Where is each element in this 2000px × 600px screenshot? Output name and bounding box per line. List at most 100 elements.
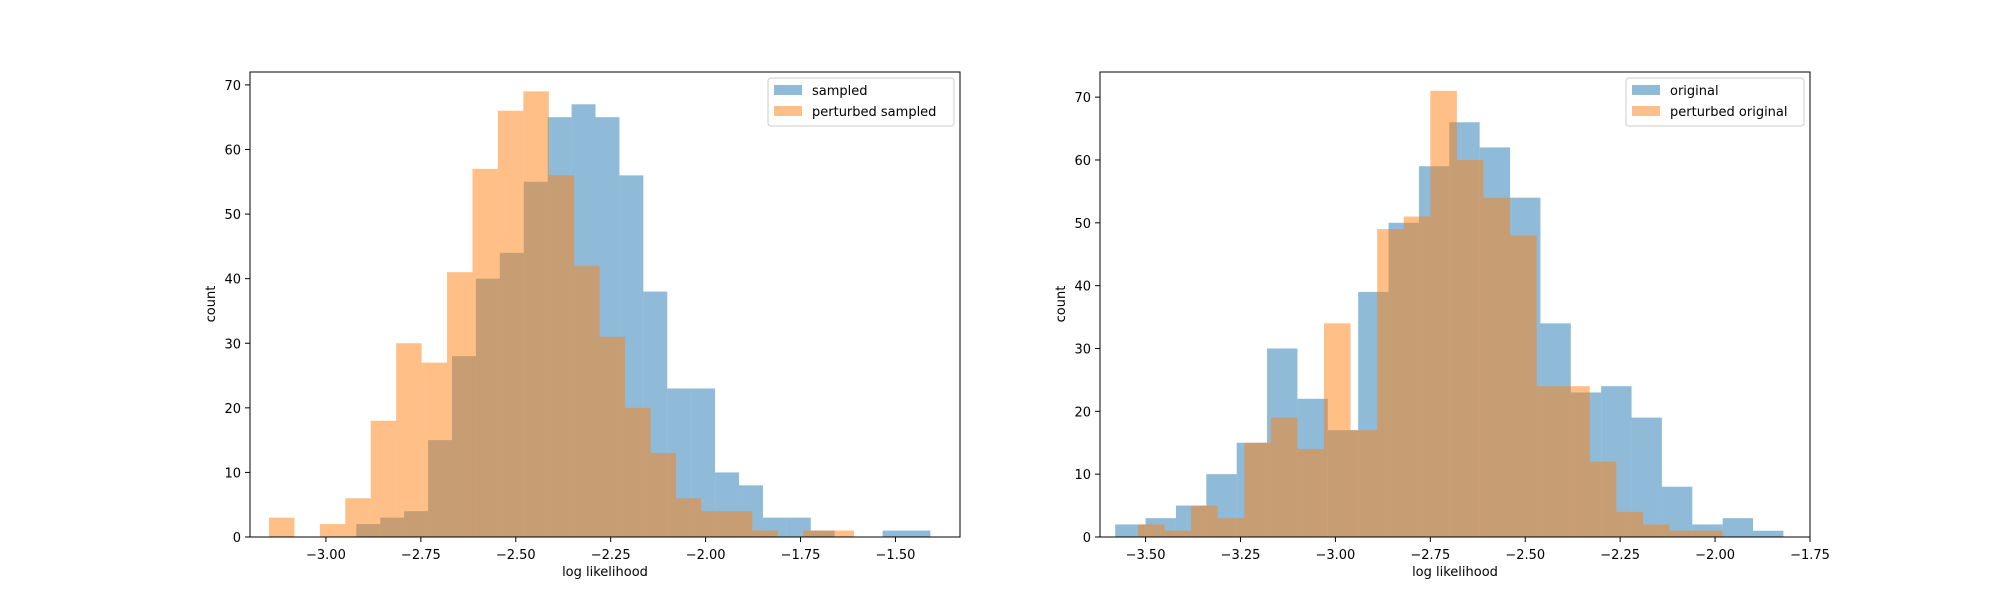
right-bar-series1-bin13 [1483,197,1511,537]
right-x-axis-title: log likelihood [1412,565,1498,580]
right-y-tick-label-6: 60 [1074,154,1091,169]
left-legend-swatch-perturbed-sampled [774,106,802,116]
right-bar-series1-bin9 [1377,229,1404,537]
right-bar-series0-bin0 [1115,524,1146,537]
left-legend-box [767,77,955,127]
right-bar-series1-bin3 [1217,518,1245,537]
right-bar-series1-bin14 [1510,235,1537,537]
left-bar-series1-bin8 [472,168,498,538]
left-x-tick-label-1: −2.75 [401,548,441,563]
left-bar-series1-bin6 [421,362,448,538]
left-axes-frame [249,71,961,538]
right-x-tick-label-0: −3.50 [1126,548,1166,563]
left-x-tick-label-2: −2.50 [496,548,536,563]
right-bar-series1-bin17 [1589,461,1617,537]
left-bar-series1-bin3 [345,498,371,537]
left-bar-series1-bin10 [523,91,549,538]
right-x-tick-label-1: −3.25 [1221,548,1261,563]
right-bar-series1-bin5 [1270,417,1298,537]
left-bar-series1-bin17 [701,511,727,537]
right-x-tick-label-4: −2.50 [1505,548,1545,563]
left-y-tick-label-5: 50 [224,208,241,223]
right-legend-box [1625,77,1805,127]
right-axes-frame [1099,71,1811,538]
left-bars [268,91,931,538]
right-y-ticks: 0 10 20 30 40 50 60 70 [1074,91,1100,546]
left-bar-series1-bin16 [676,498,702,537]
left-bar-series1-bin19 [752,530,778,537]
left-y-tick-label-0: 0 [233,531,241,546]
left-y-tick-label-1: 10 [224,466,241,481]
right-x-ticks: −3.50 −3.25 −3.00 −2.75 −2.50 −2.25 −2.00 −1.75 [1126,537,1830,563]
left-bar-series1-bin12 [574,265,600,537]
left-y-ticks: 0 10 20 30 40 50 60 70 [224,79,250,546]
left-bar-series1-bin9 [497,110,524,537]
right-legend-label-perturbed-original: perturbed original [1670,105,1788,120]
right-bar-series1-bin2 [1191,505,1218,537]
right-legend: original perturbed original [1625,77,1805,127]
left-y-tick-label-6: 60 [224,144,241,159]
left-bar-series1-bin5 [396,343,422,537]
right-y-tick-label-1: 10 [1074,468,1091,483]
right-y-tick-label-3: 30 [1074,342,1091,357]
left-y-tick-label-7: 70 [224,79,241,94]
right-y-tick-label-0: 0 [1083,531,1091,546]
left-x-tick-label-6: −1.50 [876,548,916,563]
left-bar-series1-bin2 [319,524,346,537]
right-bar-series1-bin6 [1297,449,1325,537]
left-bar-series1-bin7 [447,272,473,537]
left-bar-series1-bin15 [650,453,676,537]
right-bar-series1-bin16 [1563,386,1590,537]
left-y-tick-label-4: 40 [224,273,241,288]
right-legend-swatch-perturbed-original [1632,106,1660,116]
left-y-tick-label-2: 20 [224,402,241,417]
right-bar-series1-bin15 [1536,386,1564,537]
right-x-tick-label-7: −1.75 [1790,548,1830,563]
right-bar-series1-bin20 [1669,530,1697,537]
right-y-tick-label-5: 50 [1074,217,1091,232]
right-y-tick-label-2: 20 [1074,405,1091,420]
right-legend-swatch-original [1632,85,1660,95]
left-x-tick-label-0: −3.00 [306,548,346,563]
left-y-tick-label-3: 30 [224,337,241,352]
right-x-tick-label-2: −3.00 [1315,548,1355,563]
left-x-tick-label-4: −2.00 [686,548,726,563]
right-x-tick-label-5: −2.25 [1600,548,1640,563]
left-legend-label-sampled: sampled [812,84,868,99]
left-legend-label-perturbed-sampled: perturbed sampled [812,105,936,120]
left-bar-series0-bin23 [906,530,931,537]
left-x-tick-label-5: −1.75 [781,548,821,563]
left-bar-series1-bin11 [548,175,575,537]
left-bar-series1-bin21 [803,530,829,537]
left-bar-series1-bin18 [726,511,753,537]
right-bar-series1-bin11 [1430,90,1457,537]
right-legend-label-original: original [1670,84,1719,99]
left-x-axis-title: log likelihood [562,565,648,580]
left-histogram-panel: −3.00 −2.75 −2.50 −2.25 −2.00 −1.75 −1.50 0 10 2… [204,71,961,580]
right-bar-series1-bin10 [1403,216,1431,537]
right-histogram-panel: −3.50 −3.25 −3.00 −2.75 −2.50 −2.25 −2.00 −1.75… [1054,71,1830,580]
right-x-tick-label-3: −2.75 [1410,548,1450,563]
right-bar-series1-bin4 [1244,442,1271,537]
left-y-axis-title: count [204,286,219,323]
right-bar-series1-bin19 [1642,524,1670,537]
left-legend-swatch-sampled [774,85,802,95]
right-bars [1115,90,1784,538]
right-bar-series1-bin0 [1137,524,1165,537]
left-x-tick-label-3: −2.25 [591,548,631,563]
right-bar-series1-bin7 [1324,323,1351,537]
left-bar-series1-bin0 [268,517,295,538]
left-bar-series1-bin22 [828,530,855,537]
right-bar-series1-bin18 [1616,511,1643,537]
right-x-tick-label-6: −2.00 [1695,548,1735,563]
right-bar-series0-bin20 [1722,518,1754,537]
left-legend: sampled perturbed sampled [767,77,955,127]
right-bar-series1-bin21 [1696,530,1723,537]
left-bar-series0-bin22 [882,530,907,537]
right-y-tick-label-4: 40 [1074,280,1091,295]
right-y-axis-title: count [1054,286,1069,323]
right-y-tick-label-7: 70 [1074,91,1091,106]
left-bar-series1-bin13 [599,336,626,537]
right-bar-series0-bin21 [1753,530,1784,537]
